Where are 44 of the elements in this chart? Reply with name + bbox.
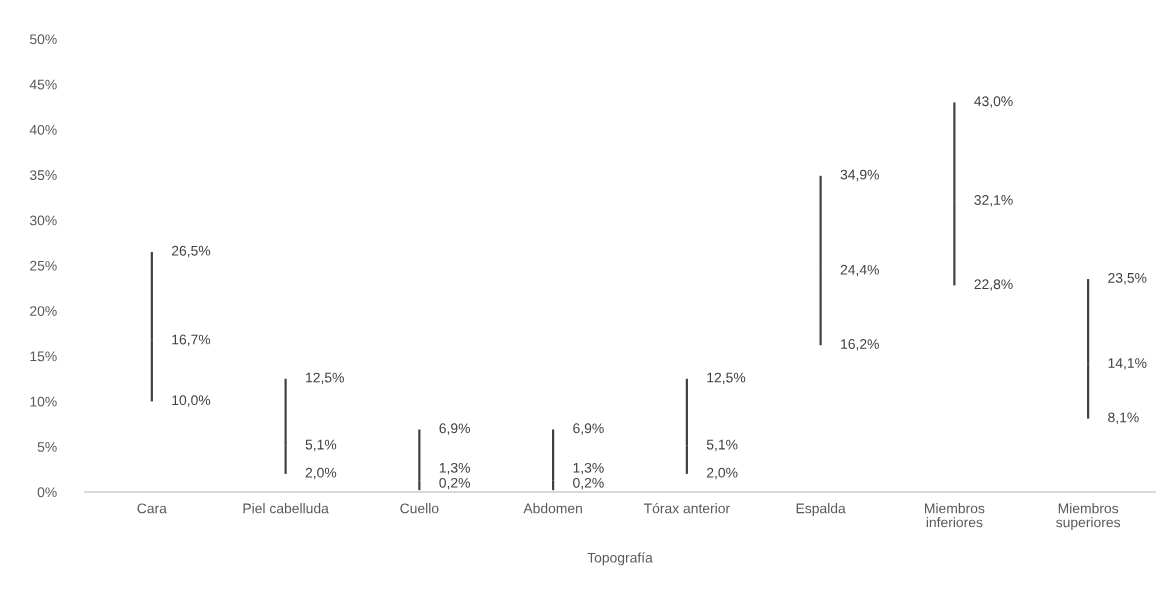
annotation: 16,7% [172,334,211,347]
y-tick-label: 35% [29,170,57,181]
annotation: 34,9% [840,169,879,182]
y-tick-label: 40% [29,124,57,135]
x-tick-label: Piel cabelluda [243,503,329,514]
y-tick-label: 10% [30,396,57,407]
annotation: 1,3% [439,462,470,475]
annotation: 22,8% [974,279,1013,291]
annotation: 8,1% [1108,412,1139,424]
y-tick-label: 45% [29,79,57,90]
annotation: 5,1% [706,439,738,452]
annotation: 2,0% [305,467,337,480]
annotation: 0,2% [439,477,470,490]
annotation: 2,0% [707,467,738,480]
annotation: 12,5% [306,372,344,385]
x-tick-label: Tórax anterior [643,502,730,514]
y-tick-label: 0% [37,487,57,498]
annotation: 5,1% [305,439,337,452]
annotation: 43,0% [974,96,1013,108]
x-axis-title: Topografía [587,552,653,566]
y-tick-label: 50% [29,34,57,45]
x-tick-label: Miembros superiores [1056,503,1121,531]
annotation: 10,0% [172,395,211,407]
x-tick-label: Cuello [400,503,439,514]
y-tick-label: 5% [37,442,57,452]
y-tick-label: 25% [30,260,57,271]
annotation: 1,3% [573,462,604,475]
annotation: 26,5% [171,245,211,258]
annotation: 6,9% [573,423,604,435]
annotation: 0,2% [573,477,604,490]
x-tick-label: Abdomen [523,503,582,514]
annotation: 32,1% [974,195,1013,207]
x-tick-label: Espalda [796,503,846,517]
annotation: 12,5% [707,372,746,385]
y-tick-label: 15% [30,351,57,362]
annotation: 14,1% [1108,358,1147,370]
annotation: 6,9% [439,423,470,435]
annotation: 16,2% [841,339,879,351]
x-tick-label: Miembros inferiores [925,503,985,528]
x-tick-label: Cara [137,503,167,514]
y-tick-label: 30% [29,215,57,226]
annotation: 24,4% [840,264,879,277]
annotation: 23,5% [1108,272,1147,285]
y-tick-label: 20% [30,306,57,316]
